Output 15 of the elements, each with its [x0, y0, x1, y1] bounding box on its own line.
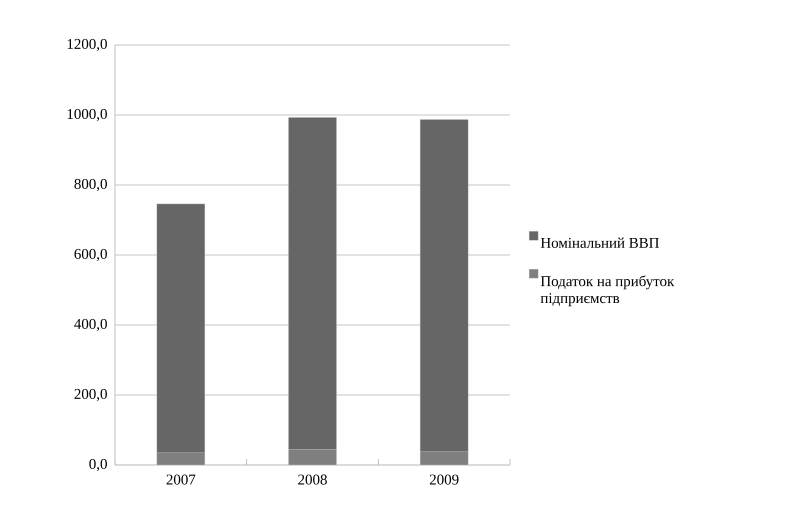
y-tick-label: 800,0 — [74, 178, 107, 192]
y-tick-label: 1200,0 — [68, 38, 107, 52]
bar — [156, 452, 205, 465]
x-tick-label: 2008 — [298, 474, 327, 485]
y-tick-label: 1000,0 — [68, 108, 107, 122]
x-tick-label: 2007 — [166, 474, 196, 485]
y-tick-label: 600,0 — [74, 248, 107, 262]
y-tick-label: 400,0 — [74, 318, 107, 332]
bar — [288, 449, 337, 465]
legend-label: Номінальний ВВП — [540, 238, 659, 248]
legend-label: Податок на прибуток підприємств — [540, 275, 674, 306]
bar — [420, 452, 468, 465]
y-tick-label: 200,0 — [74, 388, 107, 402]
x-tick-label: 2009 — [430, 474, 458, 485]
y-tick-label: 0,0 — [89, 458, 107, 472]
